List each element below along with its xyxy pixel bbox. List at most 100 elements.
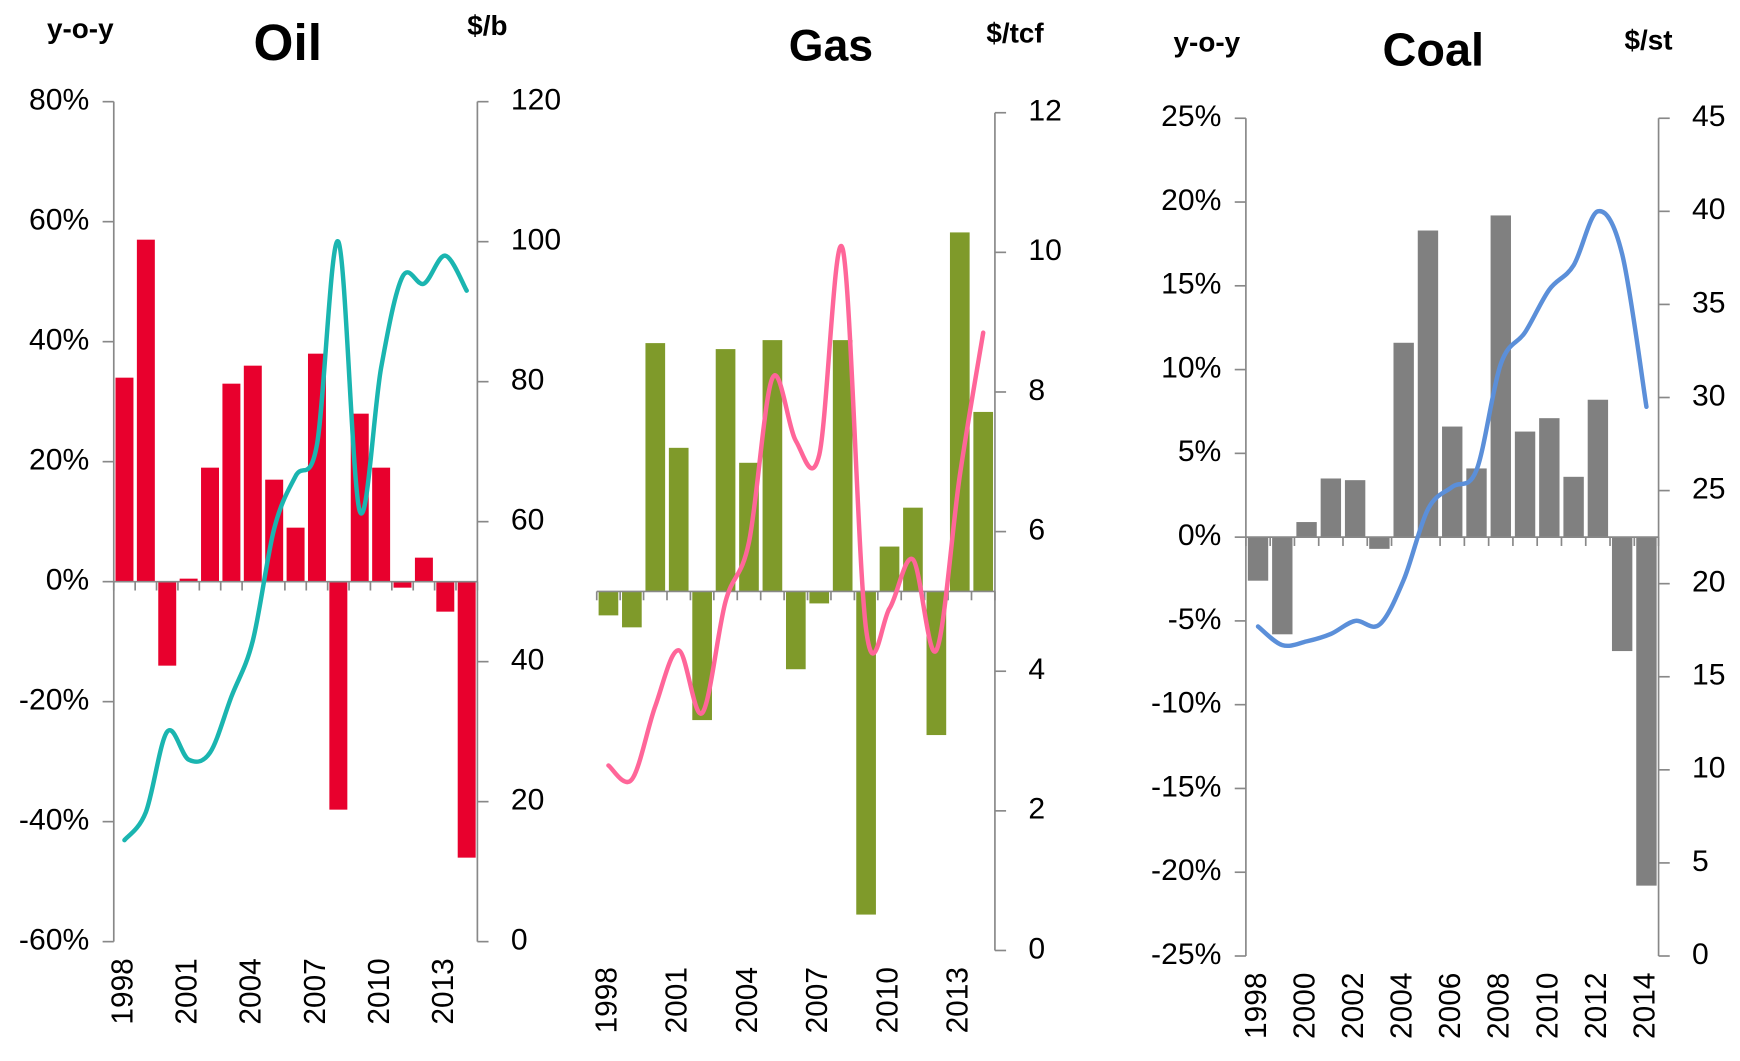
y2-tick-label: 4 — [1028, 653, 1045, 686]
x-tick-label: 2013 — [942, 967, 975, 1033]
bar — [1393, 342, 1414, 538]
x-tick-label: 2012 — [1580, 973, 1613, 1039]
y-tick-label: -60% — [19, 924, 89, 957]
y-tick-label: 20% — [1161, 184, 1221, 217]
x-tick-label: 2013 — [427, 958, 460, 1024]
chart-title: Oil — [254, 14, 322, 71]
bar — [668, 447, 689, 592]
y2-tick-label: 12 — [1028, 95, 1061, 128]
y2-tick-label: 40 — [1692, 193, 1725, 226]
bar — [393, 581, 412, 588]
chart-title: Coal — [1383, 23, 1485, 75]
bar — [785, 591, 806, 670]
bar — [243, 365, 262, 582]
bar — [715, 349, 736, 592]
y-tick-label: -40% — [19, 804, 89, 837]
y-tick-label: 5% — [1178, 435, 1222, 468]
bar — [1344, 480, 1366, 538]
y2-tick-label: 45 — [1692, 100, 1725, 133]
bar — [809, 591, 830, 604]
y-tick-label: -25% — [1151, 938, 1221, 971]
bar — [179, 578, 198, 582]
line — [606, 243, 986, 784]
bar — [1296, 522, 1317, 538]
bar — [457, 581, 476, 858]
y2-tick-label: 5 — [1692, 845, 1709, 878]
y2-tick-label: 8 — [1028, 374, 1045, 407]
y-axis-label: y-o-y — [1174, 27, 1241, 58]
chart-title: Gas — [789, 21, 873, 70]
bar — [1320, 478, 1342, 538]
bar — [372, 467, 391, 582]
y2-tick-label: 35 — [1692, 286, 1725, 319]
y2-axis-label: $/tcf — [986, 18, 1044, 49]
bar — [436, 581, 455, 612]
bar — [1539, 418, 1560, 538]
x-tick-label: 1998 — [590, 967, 623, 1033]
bar — [1247, 537, 1269, 581]
line — [1255, 209, 1649, 649]
y-tick-label: 80% — [29, 84, 89, 117]
y-tick-label: -15% — [1151, 770, 1221, 803]
bar — [1636, 537, 1657, 886]
y-tick-label: 0% — [1178, 519, 1222, 552]
y-tick-label: 15% — [1161, 268, 1221, 301]
x-tick-label: 2000 — [1288, 973, 1321, 1039]
bar — [856, 591, 876, 915]
x-tick-label: 2006 — [1434, 973, 1467, 1039]
x-tick-label: 2001 — [170, 958, 203, 1024]
y-tick-label: 10% — [1161, 352, 1221, 385]
y-axis-label: y-o-y — [47, 13, 114, 44]
x-tick-label: 2004 — [731, 967, 764, 1033]
x-tick-label: 2007 — [299, 958, 332, 1024]
y-tick-label: -10% — [1151, 687, 1221, 720]
bar — [598, 591, 619, 616]
x-tick-label: 2010 — [871, 967, 904, 1033]
y-tick-label: 0% — [46, 564, 90, 597]
y2-tick-label: 60 — [511, 504, 544, 537]
y2-tick-label: 20 — [1692, 566, 1725, 599]
y2-tick-label: 0 — [1028, 932, 1045, 965]
y2-tick-label: 0 — [511, 924, 528, 957]
y-tick-label: 40% — [29, 324, 89, 357]
x-tick-label: 2014 — [1628, 973, 1661, 1039]
bar — [1563, 476, 1584, 538]
bar — [692, 591, 712, 721]
y2-tick-label: 30 — [1692, 380, 1725, 413]
y2-tick-label: 20 — [511, 784, 544, 817]
y-tick-label: 20% — [29, 444, 89, 477]
y2-tick-label: 10 — [1692, 752, 1725, 785]
bar — [222, 383, 241, 582]
y-tick-label: -20% — [19, 684, 89, 717]
bar — [1466, 468, 1487, 538]
x-tick-label: 2004 — [1386, 973, 1419, 1039]
bar — [201, 467, 220, 582]
bar — [832, 340, 853, 592]
y2-tick-label: 40 — [511, 644, 544, 677]
y2-tick-label: 15 — [1692, 659, 1725, 692]
y-tick-label: -5% — [1168, 603, 1222, 636]
bar — [1417, 230, 1439, 538]
bar — [158, 581, 177, 666]
bar — [973, 411, 994, 592]
bar — [1490, 215, 1511, 538]
y2-tick-label: 2 — [1028, 793, 1045, 826]
x-tick-label: 2002 — [1337, 973, 1370, 1039]
y-tick-label: 25% — [1161, 100, 1221, 133]
y2-tick-label: 120 — [511, 84, 561, 117]
x-tick-label: 1998 — [1240, 973, 1273, 1039]
bar — [136, 239, 155, 582]
y2-tick-label: 100 — [511, 224, 561, 257]
x-tick-label: 2007 — [801, 967, 834, 1033]
y2-axis-label: $/b — [467, 10, 507, 41]
bar — [414, 557, 433, 582]
x-tick-label: 1998 — [106, 958, 139, 1024]
x-tick-label: 2004 — [235, 958, 268, 1024]
y2-axis-label: $/st — [1625, 24, 1673, 55]
y2-tick-label: 25 — [1692, 473, 1725, 506]
y2-tick-label: 0 — [1692, 938, 1709, 971]
bar — [622, 591, 642, 628]
bar — [115, 377, 134, 582]
